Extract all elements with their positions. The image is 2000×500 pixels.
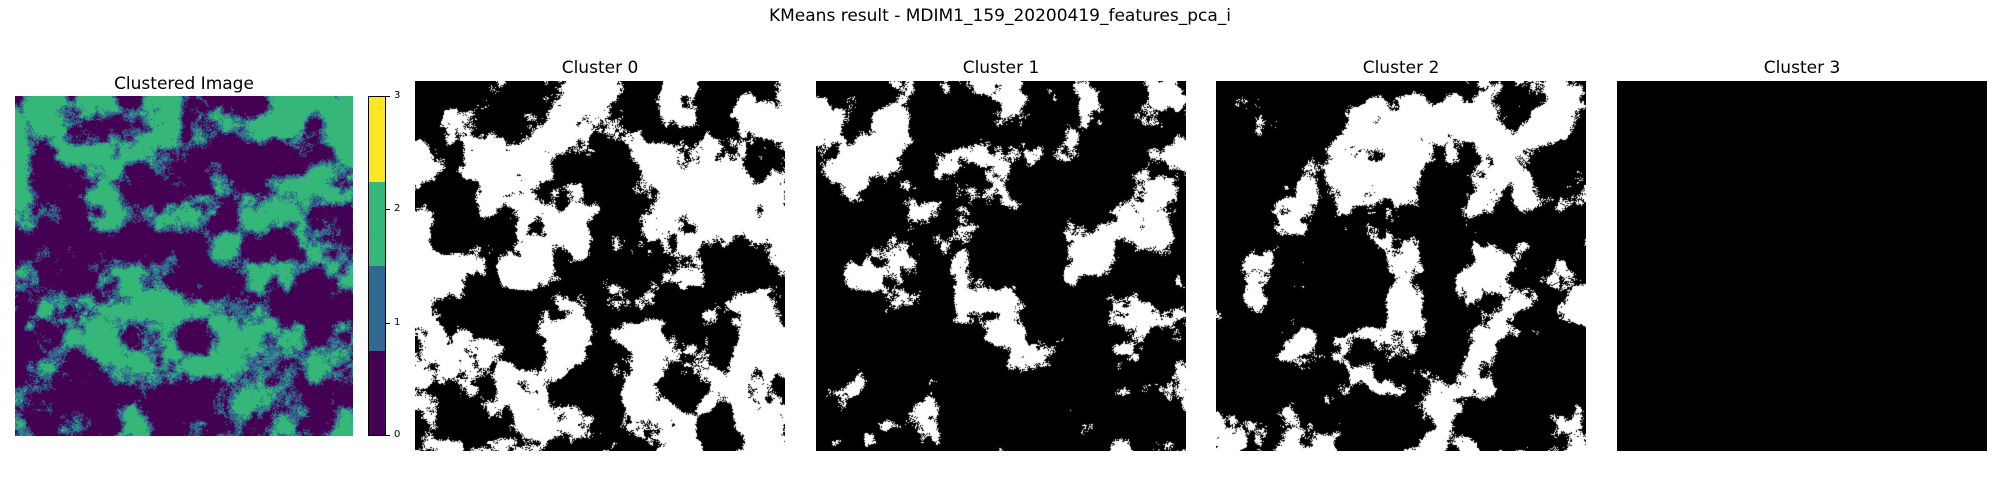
colorbar-tick	[386, 209, 390, 210]
colorbar-segment-0	[369, 351, 385, 436]
colorbar-segment-3	[369, 97, 385, 182]
colorbar-tick-label-1: 1	[394, 318, 400, 328]
colorbar-tick	[386, 96, 390, 97]
colorbar-tick-label-3: 3	[394, 91, 400, 101]
colorbar-segment-2	[369, 182, 385, 267]
cluster-1-title: Cluster 1	[816, 58, 1186, 78]
clustered-image-title: Clustered Image	[15, 74, 353, 94]
cluster-3-title: Cluster 3	[1617, 58, 1987, 78]
cluster-0-mask	[415, 81, 785, 451]
colorbar-tick	[386, 435, 390, 436]
colorbar-tick	[386, 323, 390, 324]
cluster-3-mask	[1617, 81, 1987, 451]
colorbar-tick-label-0: 0	[394, 430, 400, 440]
colorbar-segment-1	[369, 266, 385, 351]
cluster-0-title: Cluster 0	[415, 58, 785, 78]
figure-title: KMeans result - MDIM1_159_20200419_featu…	[0, 6, 2000, 26]
cluster-2-mask	[1216, 81, 1586, 451]
colorbar	[368, 96, 386, 436]
clustered-image	[15, 96, 353, 436]
colorbar-tick-label-2: 2	[394, 204, 400, 214]
cluster-2-title: Cluster 2	[1216, 58, 1586, 78]
cluster-1-mask	[816, 81, 1186, 451]
